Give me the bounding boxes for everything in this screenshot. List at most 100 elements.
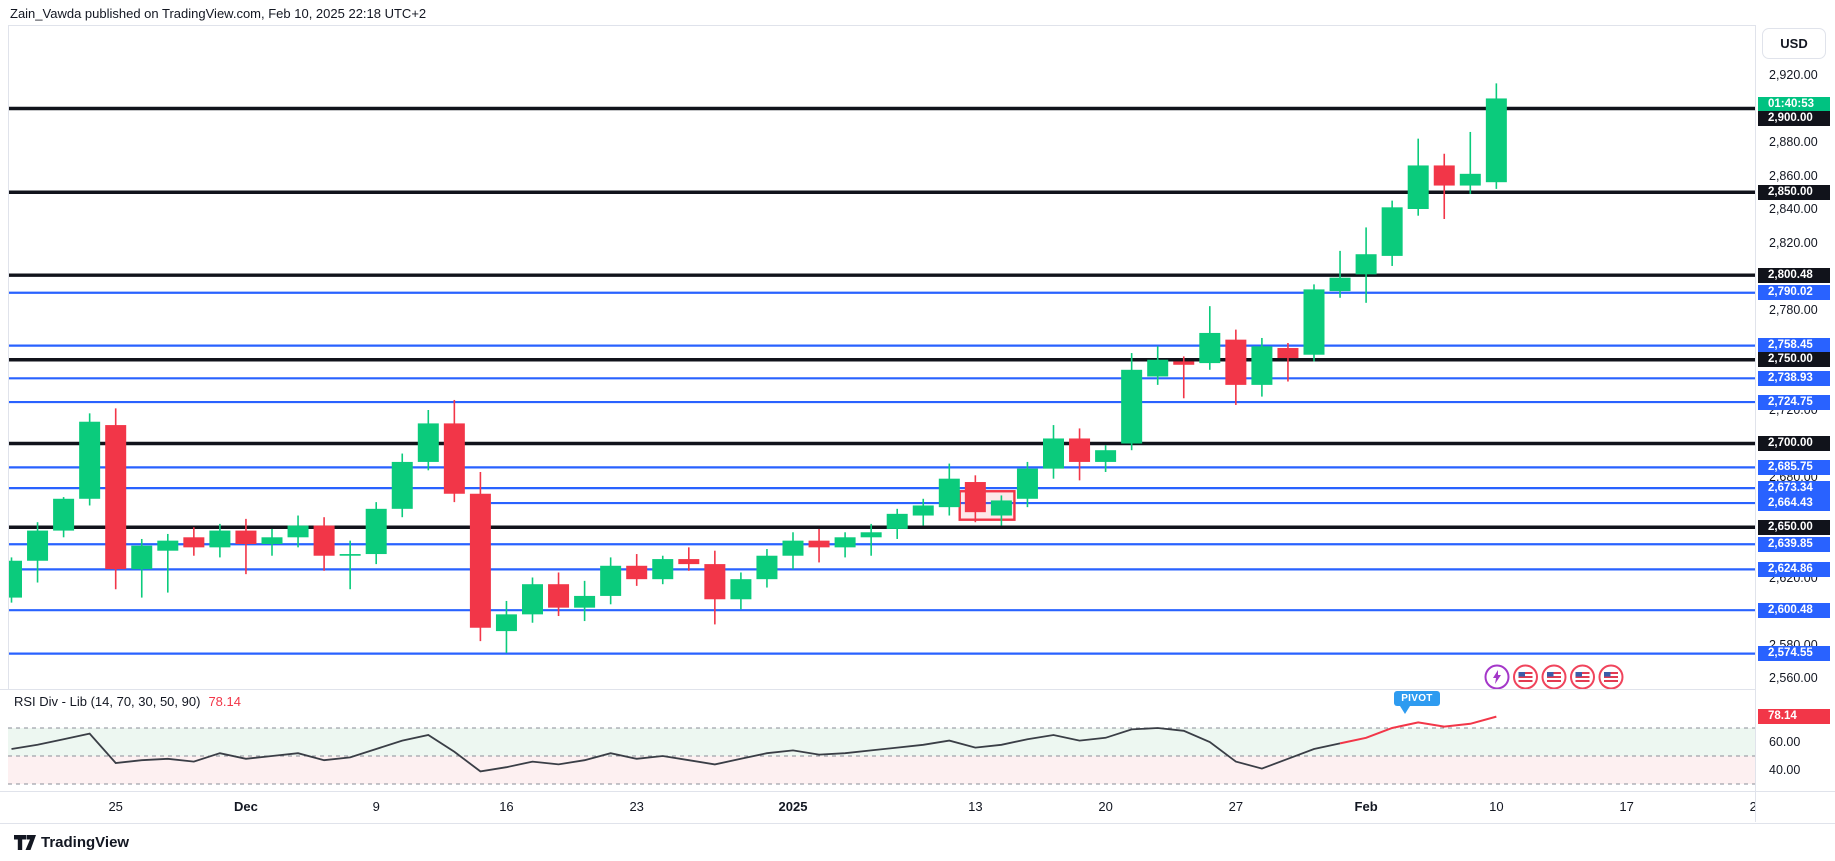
candle-body <box>235 530 257 544</box>
time-axis-label: Dec <box>234 799 258 814</box>
us-flag-event-icon[interactable] <box>1541 664 1567 690</box>
candle-body <box>417 423 439 462</box>
candle-body <box>1121 369 1143 444</box>
lightning-event-icon[interactable] <box>1484 664 1510 690</box>
candle-body <box>469 493 491 628</box>
price-tick-label: 2,880.00 <box>1769 135 1818 149</box>
time-axis-label: 16 <box>499 799 514 814</box>
candle-body <box>1485 98 1507 183</box>
tradingview-watermark[interactable]: TradingView <box>14 834 129 851</box>
pane-separator[interactable] <box>0 689 1755 690</box>
rsi-indicator-header: RSI Div - Lib (14, 70, 30, 50, 90) 78.14 <box>14 694 241 709</box>
price-tick-label: 2,820.00 <box>1769 235 1818 250</box>
time-axis-label: 23 <box>629 799 644 814</box>
candle-body <box>1277 348 1299 359</box>
candle-body <box>1069 438 1091 462</box>
candle-body <box>652 559 674 580</box>
horizontal-levels-layer <box>8 106 1755 655</box>
candle-body <box>1016 468 1038 499</box>
countdown-badge: 01:40:53 <box>1758 97 1830 112</box>
rsi-lower-band <box>8 756 1755 784</box>
candle-body <box>8 560 22 598</box>
currency-toggle-button[interactable]: USD <box>1762 28 1826 59</box>
price-level-badge: 2,639.85 <box>1758 536 1830 552</box>
price-level-badge: 2,850.00 <box>1758 184 1830 200</box>
candle-body <box>626 565 648 580</box>
price-level-badge: 2,750.00 <box>1758 352 1830 368</box>
candle-body <box>938 478 960 508</box>
candle-body <box>1173 361 1195 365</box>
price-level-badge: 2,624.86 <box>1758 561 1830 577</box>
candle-body <box>131 545 153 570</box>
pivot-annotation-label: PIVOT <box>1394 691 1440 706</box>
candle-body <box>183 537 205 548</box>
candle-body <box>1303 289 1325 355</box>
price-level-badge: 2,650.00 <box>1758 519 1830 535</box>
time-axis-label: 17 <box>1619 799 1634 814</box>
rsi-line <box>11 727 1341 773</box>
candle-body <box>1355 254 1377 275</box>
time-axis-label: Feb <box>1354 799 1378 814</box>
price-level-badge: 2,900.00 <box>1758 111 1830 126</box>
candle-body <box>1225 339 1247 385</box>
candle-body <box>782 540 804 556</box>
time-axis-label: 20 <box>1098 799 1113 814</box>
candle-body <box>1251 346 1273 385</box>
price-level-badge: 2,724.75 <box>1758 394 1830 410</box>
price-axis[interactable]: USD 2,920.00 2,880.00 2,860.00 2,840.00 2,82… <box>1755 25 1835 822</box>
candle-body <box>105 425 127 570</box>
price-tick-label: 2,840.00 <box>1769 202 1818 216</box>
economic-event-icons <box>1484 664 1624 690</box>
rsi-indicator-title[interactable]: RSI Div - Lib (14, 70, 30, 50, 90) <box>14 694 201 709</box>
time-axis-labels: 25 Dec 9 16 23 2025 13 20 27 Feb 10 17 24 <box>0 792 1756 823</box>
rsi-tick-label: 60.00 <box>1769 735 1801 749</box>
candle-body <box>391 461 413 509</box>
candle-body <box>339 554 361 556</box>
candle-body <box>1459 173 1481 186</box>
candle-body <box>574 595 596 608</box>
candle-body <box>600 565 622 596</box>
price-tick-label: 2,860.00 <box>1769 168 1818 183</box>
candle-body <box>27 530 49 561</box>
price-level-badge: 2,664.43 <box>1758 495 1830 511</box>
price-level-badge: 2,800.48 <box>1758 267 1830 283</box>
candle-body <box>1147 359 1169 377</box>
price-level-badge: 2,790.02 <box>1758 285 1830 301</box>
candle-body <box>1199 332 1221 364</box>
candle-body <box>756 555 778 580</box>
time-axis-label: 9 <box>372 799 380 814</box>
us-flag-event-icon[interactable] <box>1513 664 1538 690</box>
price-level-badge: 2,673.34 <box>1758 480 1830 496</box>
candle-body <box>730 579 752 600</box>
us-flag-event-icon[interactable] <box>1598 664 1624 690</box>
pivot-annotation-pointer <box>1400 706 1411 714</box>
candle-body <box>990 500 1012 516</box>
candle-body <box>522 584 543 615</box>
time-axis-label: 10 <box>1489 799 1504 814</box>
rsi-indicator-value: 78.14 <box>208 694 241 709</box>
us-flag-event-icon[interactable] <box>1570 664 1595 690</box>
price-level-badge: 2,738.93 <box>1758 370 1830 386</box>
price-level-badge: 2,685.75 <box>1758 459 1830 475</box>
time-axis[interactable]: 25 Dec 9 16 23 2025 13 20 27 Feb 10 17 24 <box>0 791 1835 824</box>
candle-body <box>495 614 517 632</box>
price-level-badge: 2,758.45 <box>1758 338 1830 354</box>
candle-body <box>365 508 387 555</box>
time-axis-label: 2025 <box>778 799 808 814</box>
rsi-value-badge: 78.14 <box>1758 709 1830 725</box>
candle-body <box>1329 277 1351 292</box>
time-axis-label: 24 <box>1749 799 1756 814</box>
candle-body <box>1381 207 1403 256</box>
candle-body <box>886 513 908 529</box>
candle-body <box>860 532 882 538</box>
candle-body <box>261 537 283 544</box>
price-tick-label: 2,920.00 <box>1769 68 1818 82</box>
candle-body <box>834 537 856 548</box>
time-axis-label: 13 <box>968 799 983 814</box>
candle-body <box>704 564 726 600</box>
publish-attribution-text: Zain_Vawda published on TradingView.com,… <box>10 6 427 21</box>
candle-body <box>912 505 934 516</box>
candle-body <box>1043 438 1064 469</box>
